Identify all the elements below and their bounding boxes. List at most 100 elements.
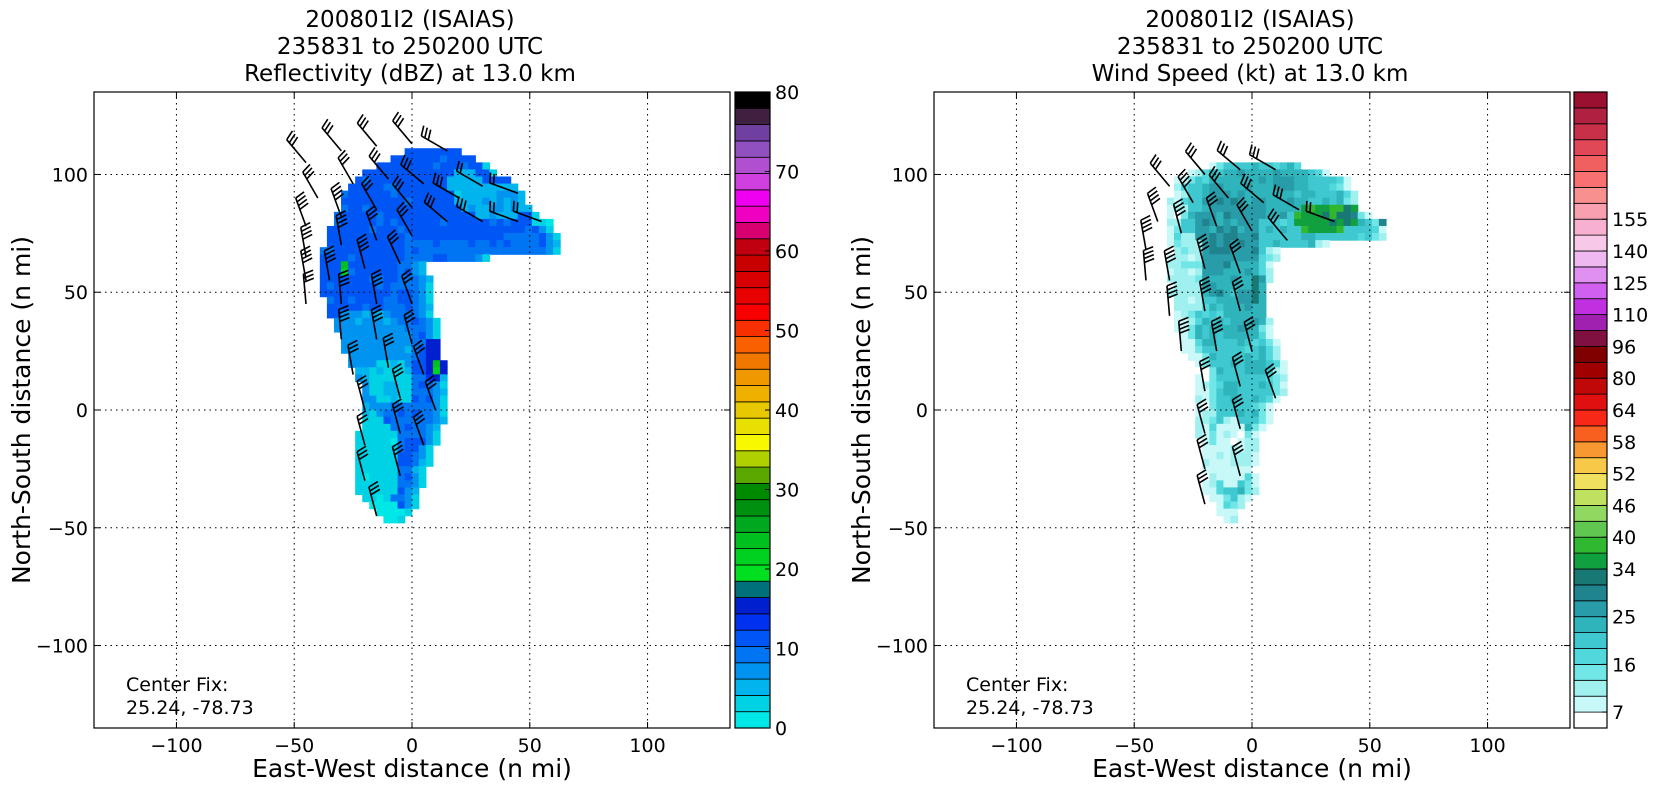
field-cell xyxy=(461,162,469,171)
field-cell xyxy=(1329,204,1338,213)
colorbar-tick-label: 96 xyxy=(1612,336,1636,358)
colorbar-segment xyxy=(734,694,771,713)
field-cell xyxy=(362,437,370,446)
field-cell xyxy=(432,176,441,185)
wind-barb-flag xyxy=(338,273,350,279)
field-cell xyxy=(383,310,392,319)
field-cell xyxy=(425,289,434,298)
wind-barb-flag xyxy=(1178,320,1190,326)
field-cell xyxy=(362,268,370,277)
wind-barb-shaft xyxy=(391,404,401,434)
field-cell xyxy=(1237,247,1246,255)
panel1-wind-barbs xyxy=(286,111,542,517)
field-cell xyxy=(1173,190,1182,199)
field-cell xyxy=(326,310,335,319)
field-cell xyxy=(1265,190,1274,199)
colorbar-segment xyxy=(1573,186,1608,204)
field-cell xyxy=(447,183,455,192)
wind-barb-flag xyxy=(394,406,404,413)
field-cell xyxy=(355,183,363,192)
field-cell xyxy=(1188,190,1196,199)
wind-barb-flag xyxy=(516,202,519,213)
field-cell xyxy=(383,374,392,383)
field-cell xyxy=(1258,381,1267,390)
field-cell xyxy=(1195,275,1203,284)
field-cell xyxy=(348,183,356,192)
wind-barb xyxy=(400,268,414,305)
wind-barb-flag xyxy=(323,121,332,132)
field-cell xyxy=(411,360,420,368)
field-cell xyxy=(439,240,448,248)
colorbar-segment xyxy=(1573,632,1608,649)
wind-barb-shaft xyxy=(356,122,378,147)
field-cell xyxy=(1258,176,1267,185)
field-cell xyxy=(376,162,385,171)
field-cell xyxy=(1244,346,1253,354)
wind-barb-shaft xyxy=(1172,204,1183,234)
wind-barb-shaft xyxy=(391,369,401,399)
field-cell xyxy=(411,480,420,489)
field-cell xyxy=(376,324,385,333)
colorbar-segment xyxy=(734,711,771,729)
wind-barb xyxy=(356,114,378,147)
field-cell xyxy=(390,204,399,213)
field-cell xyxy=(1378,218,1387,227)
colorbar-tick-label: 7 xyxy=(1612,702,1624,724)
field-cell xyxy=(1251,473,1260,481)
field-cell xyxy=(404,416,413,425)
field-cell xyxy=(1244,162,1253,171)
field-cell xyxy=(461,218,469,227)
wind-barb-shaft xyxy=(420,135,448,152)
field-cell xyxy=(390,254,399,262)
wind-barb-flag xyxy=(1232,351,1242,359)
wind-barb-flag xyxy=(337,218,348,225)
field-cell xyxy=(489,225,498,234)
field-cell xyxy=(1216,501,1225,510)
field-cell xyxy=(355,466,363,474)
field-cell xyxy=(1244,416,1253,425)
panel2-wind-speed-field xyxy=(1166,162,1387,524)
wind-barb-shaft xyxy=(368,486,378,517)
field-cell xyxy=(482,169,491,178)
field-cell xyxy=(1315,183,1323,192)
field-cell xyxy=(1195,197,1203,206)
field-cell xyxy=(1223,317,1232,326)
wind-barb-flag xyxy=(393,444,403,452)
colorbar-tick-label: 20 xyxy=(775,559,799,581)
wind-barb-flag xyxy=(334,193,345,201)
field-cell xyxy=(1315,204,1323,213)
field-cell xyxy=(1343,176,1352,185)
field-cell xyxy=(348,282,356,291)
field-cell xyxy=(425,225,434,234)
field-cell xyxy=(376,374,385,383)
field-cell xyxy=(333,324,342,333)
field-cell xyxy=(1251,218,1260,227)
field-cell xyxy=(397,445,406,453)
wind-barb-flag xyxy=(423,192,430,203)
field-cell xyxy=(1195,268,1203,277)
field-cell xyxy=(482,190,491,199)
field-cell xyxy=(1188,176,1196,185)
field-cell xyxy=(1223,218,1232,227)
field-cell xyxy=(341,261,349,269)
wind-barb-flag xyxy=(1240,203,1249,213)
field-cell xyxy=(1251,459,1260,467)
wind-barb xyxy=(1240,173,1265,204)
field-cell xyxy=(454,204,462,213)
field-cell xyxy=(432,339,441,347)
field-cell xyxy=(383,508,392,517)
field-cell xyxy=(1195,346,1203,354)
field-cell xyxy=(1287,233,1295,241)
field-cell xyxy=(1265,353,1274,361)
field-cell xyxy=(1251,197,1260,206)
wind-barb-flag xyxy=(424,127,428,139)
field-cell xyxy=(1188,296,1196,305)
field-cell xyxy=(1209,353,1217,361)
field-cell xyxy=(362,204,370,213)
x-tick-label: −100 xyxy=(990,735,1042,757)
field-cell xyxy=(376,183,385,192)
field-cell xyxy=(1343,233,1352,241)
field-cell xyxy=(411,452,420,460)
wind-barb-flag xyxy=(432,172,437,184)
field-cell xyxy=(341,282,349,291)
